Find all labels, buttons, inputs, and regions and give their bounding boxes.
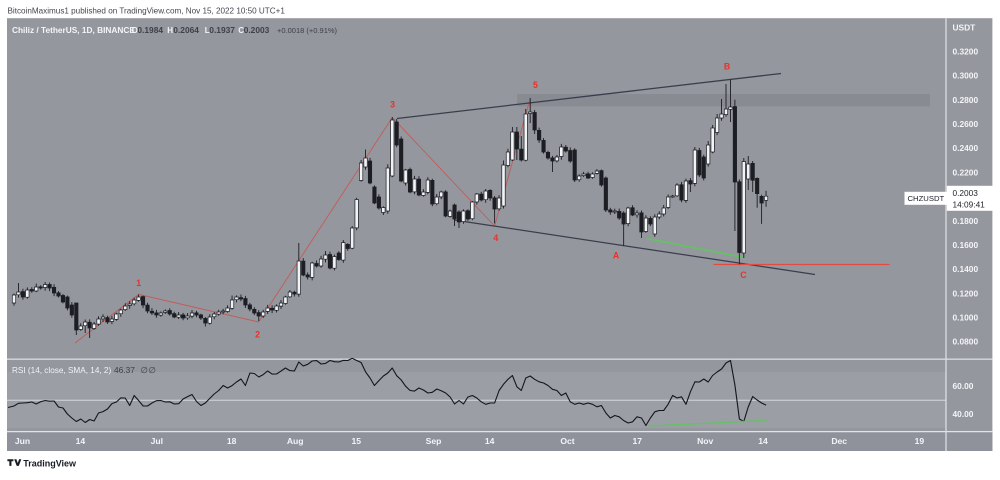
svg-text:L: L <box>205 26 210 35</box>
svg-text:4: 4 <box>493 233 498 243</box>
svg-text:B: B <box>724 62 730 72</box>
svg-text:0.2003: 0.2003 <box>953 188 979 198</box>
svg-text:0.3200: 0.3200 <box>953 47 979 57</box>
svg-text:17: 17 <box>633 436 643 446</box>
svg-text:+0.0018 (+0.91%): +0.0018 (+0.91%) <box>277 26 338 35</box>
svg-text:0.2064: 0.2064 <box>173 25 199 35</box>
svg-text:14:09:41: 14:09:41 <box>953 200 986 210</box>
svg-text:RSI (14, close, SMA, 14, 2): RSI (14, close, SMA, 14, 2) <box>12 366 111 375</box>
svg-text:A: A <box>613 250 620 260</box>
svg-text:18: 18 <box>227 436 237 446</box>
svg-text:0.2003: 0.2003 <box>244 25 270 35</box>
svg-text:0.1400: 0.1400 <box>953 264 979 274</box>
svg-text:0.1600: 0.1600 <box>953 240 979 250</box>
svg-text:C: C <box>238 26 244 35</box>
svg-text:0.3000: 0.3000 <box>953 71 979 81</box>
svg-text:Jun: Jun <box>15 436 30 446</box>
svg-text:TradingView: TradingView <box>23 458 77 468</box>
svg-text:19: 19 <box>915 436 925 446</box>
svg-text:Dec: Dec <box>831 436 847 446</box>
svg-text:0.2200: 0.2200 <box>953 167 979 177</box>
svg-text:2: 2 <box>255 329 260 339</box>
svg-text:0.0800: 0.0800 <box>953 337 979 347</box>
svg-text:Jul: Jul <box>151 436 163 446</box>
svg-text:0.2800: 0.2800 <box>953 95 979 105</box>
svg-text:Aug: Aug <box>287 436 304 446</box>
svg-text:H: H <box>167 26 173 35</box>
svg-text:0.1200: 0.1200 <box>953 288 979 298</box>
svg-text:Nov: Nov <box>697 436 713 446</box>
svg-text:5: 5 <box>533 80 538 90</box>
svg-text:∅: ∅ <box>141 365 149 375</box>
svg-text:0.1937: 0.1937 <box>209 25 235 35</box>
svg-text:0.1800: 0.1800 <box>953 216 979 226</box>
svg-text:CHZUSDT: CHZUSDT <box>908 194 945 203</box>
svg-text:0.1984: 0.1984 <box>137 25 163 35</box>
svg-text:Chiliz / TetherUS, 1D, BINANCE: Chiliz / TetherUS, 1D, BINANCE <box>12 25 135 35</box>
svg-text:46.37: 46.37 <box>114 365 135 375</box>
svg-text:Sep: Sep <box>426 436 442 446</box>
svg-text:∅: ∅ <box>149 365 157 375</box>
svg-text:0.2400: 0.2400 <box>953 143 979 153</box>
svg-text:C: C <box>740 270 747 280</box>
svg-text:14: 14 <box>76 436 86 446</box>
svg-text:BitcoinMaximus1 published on T: BitcoinMaximus1 published on TradingView… <box>8 7 286 16</box>
svg-text:O: O <box>132 26 138 35</box>
svg-text:0.2600: 0.2600 <box>953 119 979 129</box>
svg-text:USDT: USDT <box>953 23 977 33</box>
svg-text:Oct: Oct <box>560 436 574 446</box>
svg-text:14: 14 <box>758 436 768 446</box>
svg-text:60.00: 60.00 <box>953 381 974 391</box>
svg-text:15: 15 <box>352 436 362 446</box>
svg-text:1: 1 <box>136 278 141 288</box>
svg-text:0.1000: 0.1000 <box>953 313 979 323</box>
svg-text:3: 3 <box>390 99 395 109</box>
svg-text:40.00: 40.00 <box>953 409 974 419</box>
svg-text:14: 14 <box>485 436 495 446</box>
